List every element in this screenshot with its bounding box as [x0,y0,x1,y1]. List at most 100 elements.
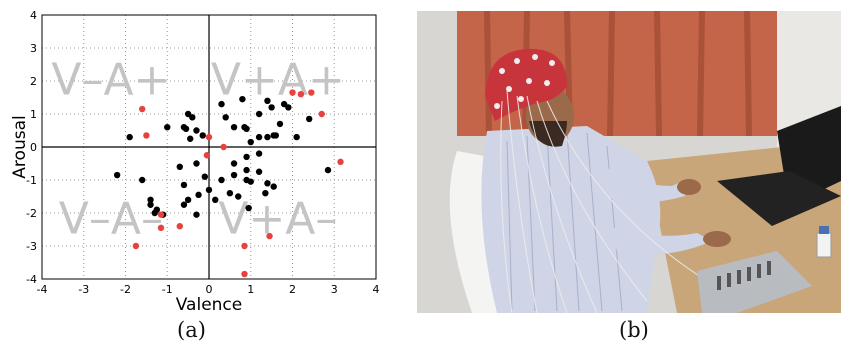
data-point-black [255,168,263,175]
data-point-black [193,127,200,134]
data-point-black [180,181,188,189]
data-point-black [306,115,313,123]
data-point-black [193,160,200,167]
hand-2 [703,231,731,247]
quadrant-label: V–A+ [51,55,170,106]
gel-bottle-cap [819,226,829,234]
x-tick-label: -2 [120,283,131,296]
x-tick-label: -4 [37,283,48,296]
data-point-black [230,124,238,131]
tick-labels: -4 -3 -2 -1 0 1 2 3 4 4 3 2 1 0 -1 -2 -3 -4 [26,9,379,296]
data-point-black [195,191,202,199]
data-point-red [289,89,296,96]
data-point-black [264,133,271,141]
y-tick-label: -2 [26,207,37,220]
quadrant-label: V+A+ [211,55,345,106]
data-point-red [241,270,248,278]
data-point-red [337,158,344,166]
lower-arm [607,226,712,255]
data-point-black [176,163,183,170]
data-point-black [324,166,332,174]
data-point-black [218,176,225,184]
data-points [113,89,344,278]
data-point-black [243,125,250,133]
data-point-red [266,232,273,240]
data-point-black [243,166,250,174]
quadrant-label: V–A– [59,193,163,244]
data-point-black [293,133,300,141]
data-point-black [264,97,271,105]
x-tick-label: -1 [162,283,173,296]
data-point-red [157,211,165,218]
data-point-black [147,201,154,208]
y-tick-label: 2 [30,75,37,88]
caption-b: (b) [619,318,649,342]
quadrant-label: V+A– [218,193,337,244]
data-point-red [132,242,140,250]
y-tick-label: 3 [30,42,37,55]
y-tick-label: -1 [26,174,37,187]
plot-frame [41,14,377,280]
x-tick-label: 3 [331,283,338,296]
data-point-red [241,242,248,250]
data-point-red [220,143,227,151]
data-point-black [222,114,229,121]
laptop-base [717,171,841,226]
data-point-black [147,196,154,203]
data-point-red [143,132,150,139]
x-tick-label: 1 [247,283,254,296]
center-axes [42,15,376,279]
data-point-black [255,133,263,141]
data-point-black [126,133,133,141]
data-point-red [297,91,305,98]
amplifier-knobs [717,261,771,290]
caption-a: (a) [177,318,206,342]
data-point-black [264,180,271,187]
y-tick-label: -4 [26,273,37,286]
y-axis-label: Arousal [10,115,30,178]
data-point-black [255,150,263,157]
data-point-black [262,190,269,197]
data-point-black [139,176,146,184]
data-point-black [153,206,161,213]
y-tick-label: 1 [30,108,37,121]
data-point-black [218,100,225,108]
data-point-black [230,171,238,179]
data-point-black [247,138,254,146]
hand [677,179,701,195]
x-axis-label: Valence [176,295,243,315]
data-point-black [245,204,252,212]
x-tick-label: -3 [78,283,89,296]
data-point-black [189,114,196,121]
data-point-black [270,132,277,139]
person-arm [592,161,687,203]
data-point-red [203,152,211,159]
data-point-black [270,183,277,190]
y-tick-label: -3 [26,240,37,253]
data-point-black [212,196,219,203]
data-point-red [205,133,213,141]
data-point-black [199,132,206,139]
data-point-black [276,120,284,128]
data-point-black [247,178,254,185]
data-point-black [230,160,238,167]
data-point-red [157,224,165,232]
data-point-black [226,190,234,197]
data-point-red [308,89,315,96]
data-point-red [176,223,183,230]
data-point-black [187,135,194,142]
data-point-black [184,196,192,203]
data-point-black [180,201,188,208]
x-tick-label: 4 [373,283,380,296]
electrode-wires [500,90,708,313]
data-point-black [182,125,190,133]
electrodes [494,54,555,109]
amplifier-box [697,251,812,313]
data-point-black [235,193,242,200]
valence-arousal-scatter-plot: V–A+ V+A+V–A– V+A– -4 -3 -2 -1 0 1 2 3 443210-1-2-… [10,9,380,315]
y-tick-label: 4 [30,9,37,22]
data-point-black [205,186,213,194]
data-point-black [243,153,250,161]
eeg-recording-photo [417,11,841,313]
data-point-black [113,171,121,179]
